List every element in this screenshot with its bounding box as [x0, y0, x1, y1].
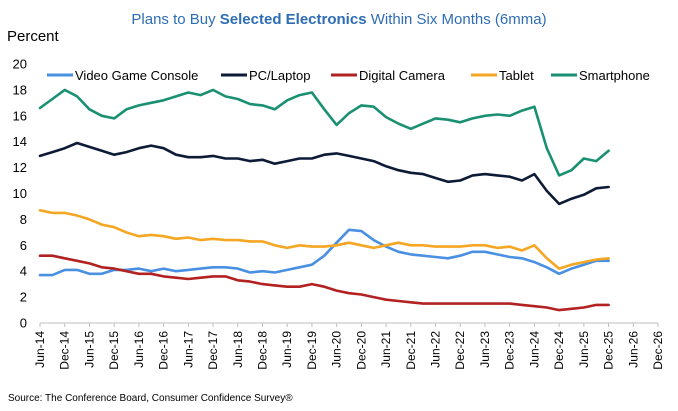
legend: Video Game Console PC/Laptop Digital Camer… — [47, 68, 650, 83]
x-tick-label: Dec-19 — [305, 331, 319, 370]
legend-label: Digital Camera — [359, 68, 446, 83]
y-tick-label: 4 — [20, 264, 27, 279]
y-tick-label: 16 — [13, 108, 27, 123]
x-tick-label: Dec-23 — [503, 331, 517, 370]
x-tick-label: Dec-25 — [602, 331, 616, 370]
legend-label: Video Game Console — [75, 68, 198, 83]
x-tick-label: Dec-20 — [354, 331, 368, 370]
x-tick-label: Jun-24 — [527, 331, 541, 368]
x-tick-label: Dec-21 — [404, 331, 418, 370]
title-part: Plans to Buy — [131, 11, 219, 28]
x-tick-label: Dec-26 — [651, 331, 665, 370]
x-tick-label: Jun-18 — [231, 331, 245, 368]
y-tick-label: 18 — [13, 82, 27, 97]
title-part: Selected Electronics — [220, 11, 367, 28]
series-line-pc-laptop — [38, 141, 610, 206]
source-note: Source: The Conference Board, Consumer C… — [8, 393, 293, 404]
y-tick-label: 20 — [13, 57, 27, 72]
x-tick-label: Dec-15 — [107, 331, 121, 370]
x-tick-label: Jun-14 — [33, 331, 47, 368]
legend-label: Smartphone — [579, 68, 650, 83]
series-lines — [38, 88, 610, 312]
series-line-smartphone — [38, 88, 610, 177]
y-tick-label: 6 — [20, 238, 27, 253]
x-tick-label: Dec-18 — [255, 331, 269, 370]
y-tick-label: 14 — [13, 134, 27, 149]
series-line-tablet — [38, 209, 610, 270]
series-line-video-game-console — [38, 228, 610, 277]
legend-label: Tablet — [499, 68, 534, 83]
x-tick-label: Dec-14 — [58, 331, 72, 370]
x-tick-label: Dec-16 — [157, 331, 171, 370]
series-line-digital-camera — [38, 254, 610, 312]
x-tick-label: Dec-24 — [552, 331, 566, 370]
x-tick-label: Jun-25 — [577, 331, 591, 368]
x-tick-label: Jun-17 — [181, 331, 195, 368]
x-axis-ticks: Jun-14 Dec-14 Jun-15 Dec-15 Jun-16 Dec-16 Jun-… — [33, 323, 665, 370]
title-part: Within Six Months (6mma) — [367, 11, 547, 28]
x-tick-label: Jun-21 — [379, 331, 393, 368]
x-tick-label: Jun-23 — [478, 331, 492, 368]
chart-title: Plans to Buy Selected Electronics Within… — [131, 11, 546, 28]
x-tick-label: Jun-16 — [132, 331, 146, 368]
legend-label: PC/Laptop — [249, 68, 310, 83]
y-tick-label: 8 — [20, 212, 27, 227]
y-tick-label: 0 — [20, 316, 27, 331]
x-tick-label: Jun-22 — [429, 331, 443, 368]
x-tick-label: Jun-26 — [626, 331, 640, 368]
y-tick-label: 10 — [13, 186, 27, 201]
x-tick-label: Dec-22 — [453, 331, 467, 370]
y-axis-label: Percent — [7, 28, 60, 45]
y-tick-label: 2 — [20, 290, 27, 305]
x-tick-label: Jun-19 — [280, 331, 294, 368]
x-tick-label: Dec-17 — [206, 331, 220, 370]
x-tick-label: Jun-20 — [330, 331, 344, 368]
y-axis-ticks: 0 2 4 6 8 10 12 14 16 18 20 — [13, 57, 27, 331]
x-tick-label: Jun-15 — [82, 331, 96, 368]
y-tick-label: 12 — [13, 160, 27, 175]
